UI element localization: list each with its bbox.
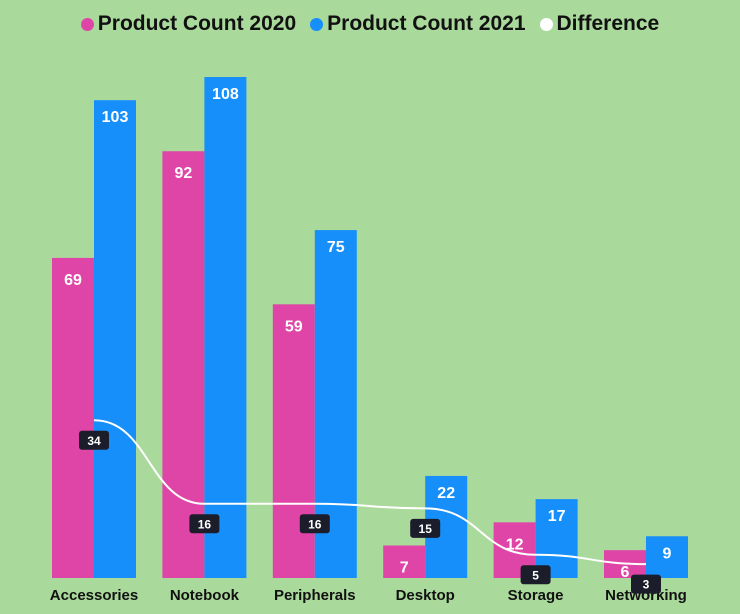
bar-2020-accessories[interactable] <box>52 257 94 578</box>
bar-label-2020-storage: 12 <box>506 536 524 553</box>
bar-label-2021-storage: 17 <box>548 508 566 525</box>
bar-label-2020-notebook: 92 <box>175 165 193 182</box>
bar-2021-accessories[interactable] <box>94 100 136 578</box>
bar-2021-notebook[interactable] <box>204 77 247 578</box>
difference-label-bg-networking <box>631 574 661 594</box>
difference-label-accessories: 34 <box>87 434 101 448</box>
bar-2020-desktop[interactable] <box>383 545 426 578</box>
bar-label-2021-networking: 9 <box>663 545 672 562</box>
legend-dot-difference-icon <box>539 17 553 31</box>
legend-dot-2020-icon <box>80 17 94 31</box>
legend-dot-2021-icon <box>310 17 324 31</box>
legend-label-2020: Product Count 2020 <box>97 12 297 35</box>
difference-label-bg-peripherals <box>299 514 330 534</box>
bar-2021-storage[interactable] <box>535 499 578 578</box>
difference-label-networking: 3 <box>643 578 650 592</box>
category-label-desktop: Desktop <box>396 587 455 604</box>
bar-label-2020-desktop: 7 <box>400 560 409 577</box>
category-label-storage: Storage <box>508 587 564 604</box>
difference-line[interactable] <box>93 419 647 566</box>
legend-item-difference[interactable]: Difference <box>539 12 660 36</box>
difference-label-peripherals: 16 <box>308 517 322 531</box>
legend-label-2021: Product Count 2021 <box>327 12 526 35</box>
difference-label-bg-accessories <box>79 430 109 450</box>
bar-2020-notebook[interactable] <box>162 151 205 578</box>
bar-label-2020-networking: 6 <box>621 564 630 581</box>
bar-label-2021-peripherals: 75 <box>327 239 345 256</box>
legend: Product Count 2020 Product Count 2021 Di… <box>0 12 740 36</box>
bar-2020-peripherals[interactable] <box>272 304 315 578</box>
bar-label-2020-accessories: 69 <box>64 272 82 289</box>
bar-2021-networking[interactable] <box>646 536 688 578</box>
bar-label-2021-notebook: 108 <box>212 86 239 103</box>
legend-label-difference: Difference <box>556 12 660 35</box>
legend-item-2021[interactable]: Product Count 2021 <box>310 12 526 36</box>
bar-label-2020-peripherals: 59 <box>285 318 303 335</box>
difference-label-bg-desktop <box>410 518 441 538</box>
difference-label-bg-notebook <box>189 514 220 534</box>
category-label-peripherals: Peripherals <box>274 587 356 604</box>
bar-label-2021-accessories: 103 <box>102 109 129 126</box>
category-label-accessories: Accessories <box>50 587 138 604</box>
difference-label-desktop: 15 <box>419 522 433 536</box>
difference-label-notebook: 16 <box>198 517 212 531</box>
bar-label-2021-desktop: 22 <box>437 485 455 502</box>
category-label-notebook: Notebook <box>170 587 240 604</box>
category-label-networking: Networking <box>605 587 687 604</box>
legend-item-2020[interactable]: Product Count 2020 <box>80 12 297 36</box>
difference-label-storage: 5 <box>532 568 539 582</box>
difference-label-bg-storage <box>520 565 551 585</box>
